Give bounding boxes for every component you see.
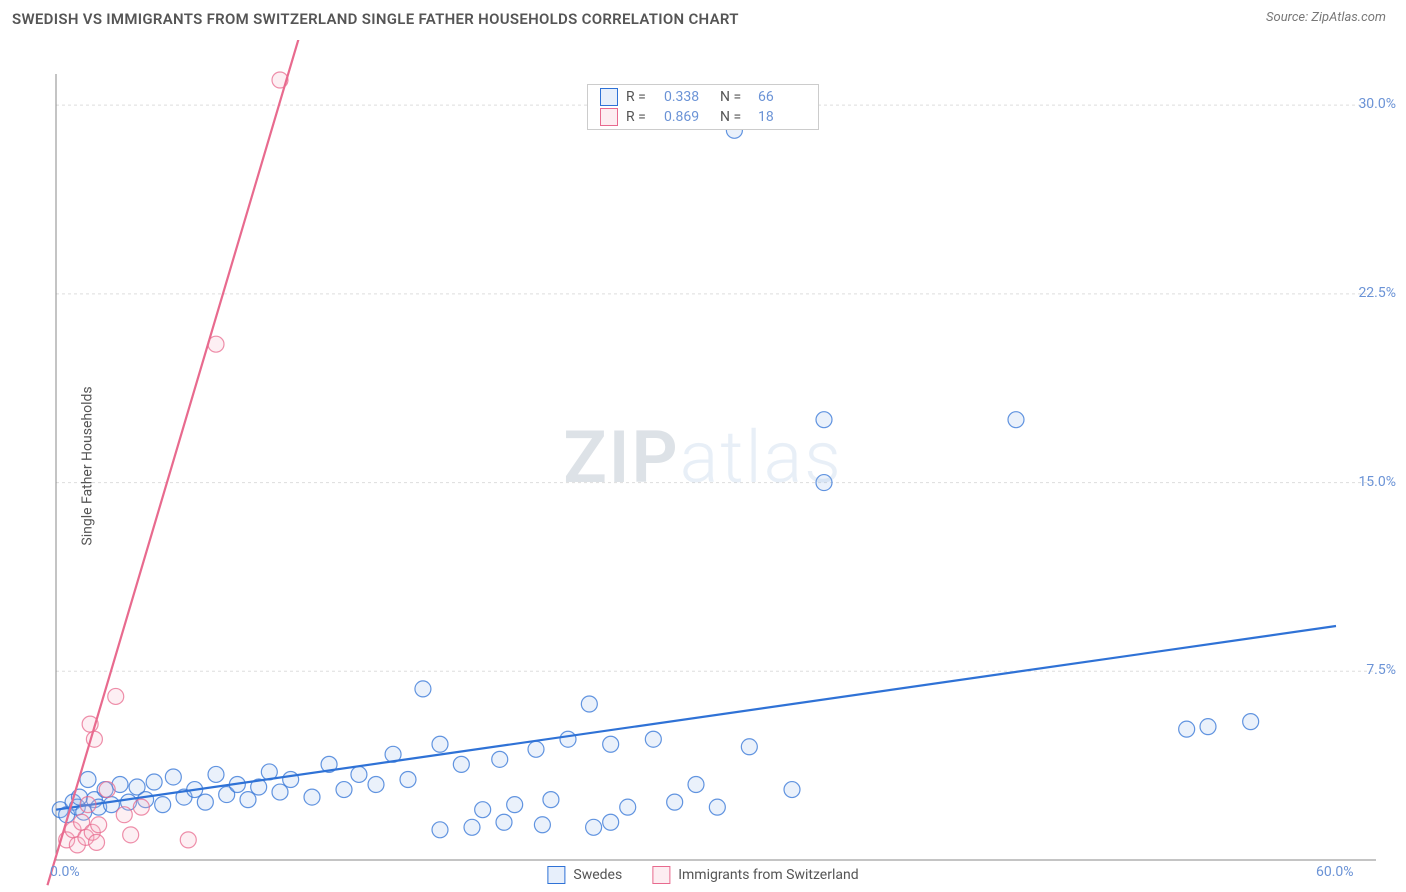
data-point-swedes bbox=[336, 782, 352, 798]
data-point-swedes bbox=[603, 814, 619, 830]
data-point-swiss_immigrants bbox=[133, 799, 149, 815]
data-point-swedes bbox=[528, 741, 544, 757]
data-point-swedes bbox=[464, 819, 480, 835]
data-point-swedes bbox=[432, 736, 448, 752]
legend-r-value-swedes: 0.338 bbox=[664, 89, 712, 105]
data-point-swedes bbox=[645, 731, 661, 747]
data-point-swedes bbox=[1200, 719, 1216, 735]
data-point-swedes bbox=[709, 799, 725, 815]
legend-item-swedes: Swedes bbox=[547, 866, 622, 884]
data-point-swiss_immigrants bbox=[91, 817, 107, 833]
legend-r-value-swiss_immigrants: 0.869 bbox=[664, 109, 712, 125]
legend-swatch-swedes bbox=[547, 866, 565, 884]
data-point-swedes bbox=[492, 751, 508, 767]
data-point-swedes bbox=[475, 802, 491, 818]
y-tick-label: 7.5% bbox=[1366, 662, 1396, 678]
data-point-swedes bbox=[688, 777, 704, 793]
data-point-swedes bbox=[534, 817, 550, 833]
data-point-swedes bbox=[560, 731, 576, 747]
data-point-swedes bbox=[1008, 412, 1024, 428]
data-point-swedes bbox=[507, 797, 523, 813]
data-point-swedes bbox=[415, 681, 431, 697]
legend-n-value-swiss_immigrants: 18 bbox=[758, 109, 806, 125]
legend-r-label: R = bbox=[626, 89, 656, 105]
legend-label-swiss_immigrants: Immigrants from Switzerland bbox=[678, 867, 858, 883]
data-point-swedes bbox=[543, 792, 559, 808]
data-point-swiss_immigrants bbox=[99, 782, 115, 798]
data-point-swedes bbox=[1243, 714, 1259, 730]
data-point-swiss_immigrants bbox=[80, 797, 96, 813]
data-point-swedes bbox=[155, 797, 171, 813]
source-attribution: Source: ZipAtlas.com bbox=[1266, 10, 1386, 25]
data-point-swedes bbox=[304, 789, 320, 805]
legend-n-label: N = bbox=[720, 89, 750, 105]
data-point-swedes bbox=[432, 822, 448, 838]
data-point-swedes bbox=[272, 784, 288, 800]
legend-row-swedes: R = 0.338 N = 66 bbox=[588, 87, 818, 107]
data-point-swedes bbox=[816, 412, 832, 428]
data-point-swiss_immigrants bbox=[123, 827, 139, 843]
data-point-swedes bbox=[741, 739, 757, 755]
legend-n-label: N = bbox=[720, 109, 750, 125]
data-point-swedes bbox=[80, 771, 96, 787]
data-point-swedes bbox=[283, 771, 299, 787]
data-point-swiss_immigrants bbox=[108, 688, 124, 704]
data-point-swedes bbox=[1179, 721, 1195, 737]
y-tick-label: 30.0% bbox=[1358, 96, 1396, 112]
data-point-swedes bbox=[165, 769, 181, 785]
data-point-swiss_immigrants bbox=[116, 807, 132, 823]
data-point-swedes bbox=[496, 814, 512, 830]
data-point-swiss_immigrants bbox=[180, 832, 196, 848]
data-point-swedes bbox=[581, 696, 597, 712]
legend-label-swedes: Swedes bbox=[573, 867, 622, 883]
data-point-swedes bbox=[240, 792, 256, 808]
series-legend: Swedes Immigrants from Switzerland bbox=[547, 866, 858, 884]
legend-r-label: R = bbox=[626, 109, 656, 125]
y-tick-label: 15.0% bbox=[1358, 474, 1396, 490]
data-point-swiss_immigrants bbox=[89, 834, 105, 850]
correlation-legend: R = 0.338 N = 66 R = 0.869 N = 18 bbox=[587, 84, 819, 130]
legend-swatch-swiss_immigrants bbox=[652, 866, 670, 884]
data-point-swedes bbox=[586, 819, 602, 835]
data-point-swedes bbox=[603, 736, 619, 752]
data-point-swedes bbox=[667, 794, 683, 810]
y-axis-label: Single Father Households bbox=[80, 386, 96, 545]
scatter-plot-svg bbox=[0, 40, 1406, 892]
legend-swatch-swiss_immigrants bbox=[600, 108, 618, 126]
data-point-swedes bbox=[208, 766, 224, 782]
data-point-swedes bbox=[620, 799, 636, 815]
x-tick-label: 0.0% bbox=[50, 864, 80, 880]
legend-n-value-swedes: 66 bbox=[758, 89, 806, 105]
data-point-swedes bbox=[368, 777, 384, 793]
data-point-swedes bbox=[453, 756, 469, 772]
data-point-swedes bbox=[400, 771, 416, 787]
chart-title: SWEDISH VS IMMIGRANTS FROM SWITZERLAND S… bbox=[12, 10, 739, 28]
data-point-swedes bbox=[351, 766, 367, 782]
legend-swatch-swedes bbox=[600, 88, 618, 106]
x-tick-label: 60.0% bbox=[1316, 864, 1354, 880]
data-point-swedes bbox=[197, 794, 213, 810]
data-point-swedes bbox=[784, 782, 800, 798]
data-point-swedes bbox=[146, 774, 162, 790]
y-tick-label: 22.5% bbox=[1358, 285, 1396, 301]
data-point-swedes bbox=[816, 475, 832, 491]
chart-container: Single Father Households ZIPatlas R =0.3… bbox=[0, 40, 1406, 892]
legend-item-swiss_immigrants: Immigrants from Switzerland bbox=[652, 866, 858, 884]
legend-row-swiss_immigrants: R = 0.869 N = 18 bbox=[588, 107, 818, 127]
